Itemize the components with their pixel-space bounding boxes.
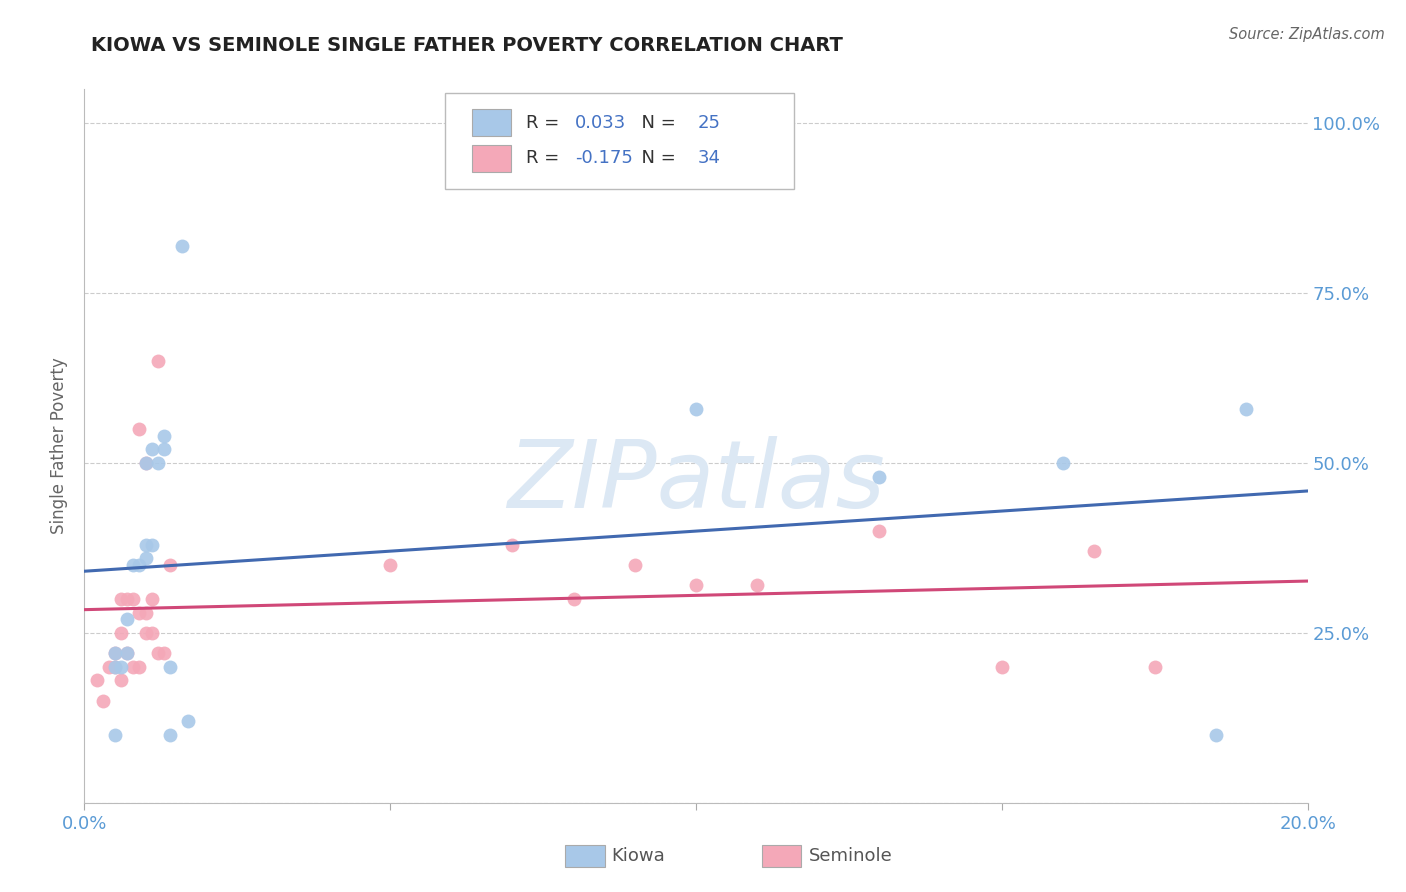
Text: N =: N = xyxy=(630,150,682,168)
Point xyxy=(110,660,132,674)
Point xyxy=(747,578,769,592)
Point xyxy=(135,626,157,640)
Point xyxy=(172,238,194,252)
Text: 34: 34 xyxy=(697,150,720,168)
Bar xyxy=(472,145,512,172)
Point xyxy=(91,694,114,708)
Point xyxy=(146,354,169,368)
Point xyxy=(141,626,163,640)
Point xyxy=(869,524,891,538)
Point xyxy=(685,578,707,592)
Point xyxy=(128,422,150,436)
Point xyxy=(159,558,181,572)
Point xyxy=(128,558,150,572)
Point xyxy=(153,442,176,457)
Text: N =: N = xyxy=(630,114,682,132)
Point xyxy=(135,537,157,551)
Text: 25: 25 xyxy=(697,114,720,132)
Point xyxy=(624,558,647,572)
Text: KIOWA VS SEMINOLE SINGLE FATHER POVERTY CORRELATION CHART: KIOWA VS SEMINOLE SINGLE FATHER POVERTY … xyxy=(91,36,844,54)
Point xyxy=(153,646,176,660)
Point xyxy=(110,673,132,688)
Point xyxy=(502,537,524,551)
Point xyxy=(110,626,132,640)
Y-axis label: Single Father Poverty: Single Father Poverty xyxy=(51,358,69,534)
Point xyxy=(869,469,891,483)
Point xyxy=(141,537,163,551)
Bar xyxy=(472,109,512,136)
FancyBboxPatch shape xyxy=(446,93,794,189)
Point xyxy=(122,558,145,572)
Point xyxy=(135,551,157,566)
Text: 0.033: 0.033 xyxy=(575,114,626,132)
Point xyxy=(159,728,181,742)
Point xyxy=(104,660,127,674)
Point xyxy=(86,673,108,688)
Point xyxy=(115,646,138,660)
Point xyxy=(128,606,150,620)
Text: R =: R = xyxy=(526,114,565,132)
Point xyxy=(104,646,127,660)
Point xyxy=(104,660,127,674)
Point xyxy=(685,401,707,416)
Point xyxy=(1143,660,1166,674)
Point xyxy=(146,456,169,470)
Point xyxy=(135,456,157,470)
Point xyxy=(141,442,163,457)
Point xyxy=(1205,728,1227,742)
Point xyxy=(104,646,127,660)
Point xyxy=(562,591,585,606)
Point xyxy=(115,646,138,660)
Point xyxy=(153,429,176,443)
Point xyxy=(991,660,1014,674)
Point xyxy=(141,591,163,606)
Point xyxy=(110,591,132,606)
Point xyxy=(1236,401,1258,416)
Point xyxy=(122,660,145,674)
Point xyxy=(135,456,157,470)
Point xyxy=(128,660,150,674)
Point xyxy=(1083,544,1105,558)
Point xyxy=(1052,456,1074,470)
Text: -0.175: -0.175 xyxy=(575,150,633,168)
Text: Seminole: Seminole xyxy=(808,847,893,865)
Point xyxy=(146,646,169,660)
Text: Source: ZipAtlas.com: Source: ZipAtlas.com xyxy=(1229,27,1385,42)
Point xyxy=(135,606,157,620)
Point xyxy=(380,558,402,572)
Point xyxy=(159,660,181,674)
Point xyxy=(104,728,127,742)
Point xyxy=(115,612,138,626)
Point xyxy=(97,660,120,674)
Text: R =: R = xyxy=(526,150,565,168)
Point xyxy=(122,591,145,606)
Point xyxy=(177,714,200,729)
Text: Kiowa: Kiowa xyxy=(612,847,665,865)
Text: ZIPatlas: ZIPatlas xyxy=(508,436,884,527)
Point xyxy=(115,591,138,606)
